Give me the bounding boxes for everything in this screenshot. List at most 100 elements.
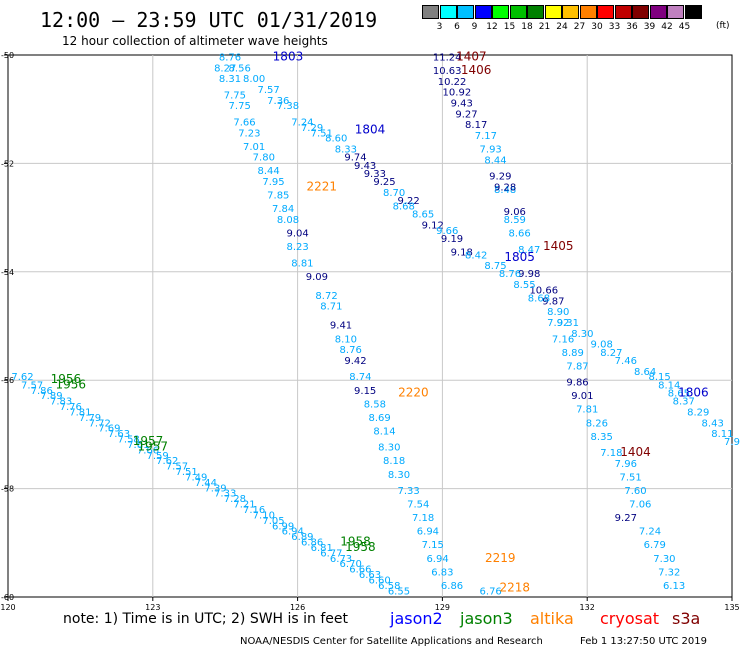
color-scale-label: 6 — [454, 22, 460, 32]
x-tick-label: 129 — [435, 603, 450, 612]
satellite-legend-item: s3a — [672, 609, 701, 628]
wave-height-point: 7.95 — [262, 177, 284, 188]
color-scale-label: 39 — [643, 22, 656, 32]
pass-label: 1803 — [273, 49, 304, 63]
wave-height-point: 7.05 — [262, 516, 284, 527]
pass-label: 1957 — [133, 434, 164, 448]
wave-height-point: 8.11 — [711, 429, 733, 440]
wave-height-point: 7.93 — [480, 145, 502, 156]
y-tick-label: -60 — [1, 593, 14, 602]
wave-height-point: 7.84 — [272, 204, 294, 215]
wave-height-point: 7.15 — [422, 540, 444, 551]
y-tick-label: -50 — [1, 51, 14, 60]
wave-height-point: 8.76 — [499, 269, 521, 280]
wave-height-point: 9.31 — [557, 318, 579, 329]
x-tick-label: 123 — [145, 603, 160, 612]
wave-height-point: 9.06 — [504, 207, 526, 218]
y-tick-label: -56 — [1, 376, 14, 385]
color-scale-label: 3 — [436, 22, 443, 32]
y-tick-label: -54 — [1, 268, 14, 277]
wave-height-point: 7.75 — [229, 101, 251, 112]
pass-label: 1407 — [456, 49, 487, 63]
color-scale-swatch — [544, 5, 562, 19]
color-scale-label: 27 — [573, 22, 586, 32]
wave-height-point: 7.66 — [233, 117, 255, 128]
wave-height-point: 7.54 — [407, 500, 429, 511]
wave-height-point: 7.38 — [277, 101, 299, 112]
wave-height-point: 9.43 — [451, 98, 473, 109]
color-scale-label: 30 — [591, 22, 603, 32]
y-tick-label: -52 — [1, 159, 14, 168]
wave-height-point: 8.89 — [562, 348, 584, 359]
pass-label: 1404 — [620, 445, 651, 459]
wave-height-point: 8.30 — [378, 443, 400, 454]
pass-label: 2220 — [398, 385, 429, 399]
pass-label: 1957 — [138, 440, 169, 454]
wave-height-point: 7.57 — [258, 85, 280, 96]
wave-height-point: 8.65 — [412, 210, 434, 221]
wave-height-point: 8.74 — [349, 372, 371, 383]
color-scale-swatch — [684, 5, 702, 19]
wave-height-point: 7.39 — [204, 483, 226, 494]
color-scale-swatch — [562, 5, 579, 19]
wave-height-point: 7.63 — [108, 429, 130, 440]
wave-height-point: 7.33 — [214, 489, 236, 500]
wave-height-point: 7.57 — [166, 462, 188, 473]
pass-label: 2218 — [500, 581, 531, 595]
timestamp-text: Feb 1 13:27:50 UTC 2019 — [580, 636, 707, 647]
pass-label: 1958 — [345, 540, 376, 554]
wave-height-point: 8.48 — [494, 185, 516, 196]
wave-height-point: 8.31 — [219, 74, 241, 85]
wave-height-point: 7.49 — [185, 472, 207, 483]
wave-height-point: 7.81 — [576, 405, 598, 416]
wave-height-point: 9.41 — [330, 321, 352, 332]
wave-height-point: 9.15 — [354, 386, 376, 397]
wave-height-point: 7.92 — [547, 318, 569, 329]
color-scale-swatch — [649, 5, 667, 19]
wave-height-point: 7.62 — [11, 372, 33, 383]
color-scale-unit: (ft) — [716, 21, 730, 31]
wave-height-point: 9.29 — [489, 172, 511, 183]
wave-height-point: 7.46 — [615, 356, 637, 367]
wave-height-point: 8.23 — [286, 242, 308, 253]
wave-height-point: 9.18 — [451, 248, 473, 259]
wave-height-point: 9.04 — [286, 229, 308, 240]
wave-height-point: 8.08 — [277, 215, 299, 226]
wave-height-point: 7.66 — [137, 445, 159, 456]
wave-height-point: 7.81 — [69, 407, 91, 418]
wave-height-point: 7.72 — [89, 418, 111, 429]
wave-height-point: 8.33 — [335, 145, 357, 156]
wave-height-point: 8.00 — [243, 74, 265, 85]
wave-height-point: 8.71 — [320, 302, 342, 313]
wave-height-point: 7.96 — [615, 459, 637, 470]
wave-height-point: 6.94 — [426, 554, 448, 565]
wave-height-point: 7.51 — [311, 128, 333, 139]
wave-height-point: 10.22 — [438, 77, 467, 88]
wave-height-point: 8.37 — [673, 397, 695, 408]
wave-height-point: 8.14 — [373, 426, 395, 437]
x-tick-label: 135 — [724, 603, 739, 612]
wave-height-point: 8.72 — [315, 291, 337, 302]
wave-height-point: 7.44 — [195, 478, 217, 489]
wave-height-point: 7.75 — [224, 90, 246, 101]
wave-height-point: 7.06 — [629, 500, 651, 511]
wave-height-point: 8.30 — [571, 329, 593, 340]
wave-height-point: 7.28 — [224, 494, 246, 505]
color-scale-label: 42 — [661, 22, 673, 32]
color-scale-label: 24 — [556, 22, 568, 32]
satellite-legend-item: altika — [530, 609, 574, 628]
satellite-legend-item: jason3 — [460, 609, 513, 628]
color-scale-swatch — [439, 5, 457, 19]
wave-height-point: 9.33 — [364, 169, 386, 180]
wave-height-point: 8.27 — [214, 63, 236, 74]
wave-height-point: 8.68 — [393, 201, 415, 212]
pass-label: 2219 — [485, 551, 516, 565]
wave-height-point: 7.61 — [127, 440, 149, 451]
wave-height-point: 7.59 — [146, 451, 168, 462]
wave-height-point: 8.47 — [518, 245, 540, 256]
wave-height-point: 8.90 — [547, 307, 569, 318]
wave-height-point: 7.17 — [475, 131, 497, 142]
wave-height-point: 7.01 — [243, 142, 265, 153]
wave-height-point: 8.15 — [648, 372, 670, 383]
